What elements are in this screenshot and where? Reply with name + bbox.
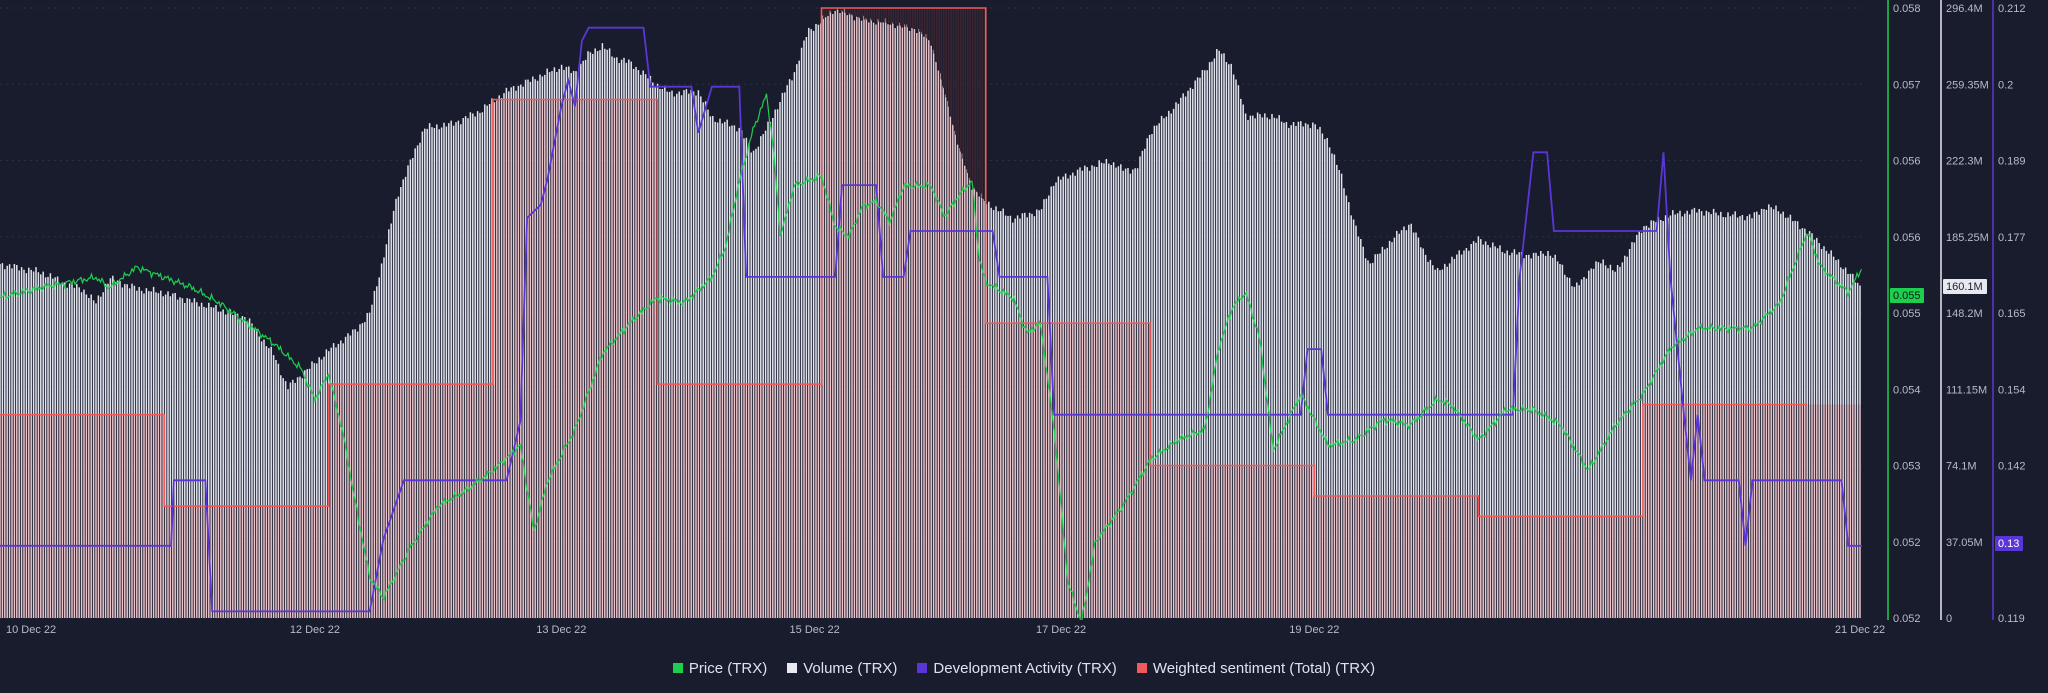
- dev-activity-axis-tick: 0.177: [1998, 232, 2026, 244]
- volume-badge-bg: [1943, 279, 1987, 294]
- price-axis-tick: 0.053: [1893, 461, 1921, 473]
- price-axis-tick: 0.056: [1893, 232, 1921, 244]
- dev-activity-series: [0, 26, 1862, 613]
- x-tick-label: 13 Dec 22: [536, 624, 586, 636]
- legend-item-volume[interactable]: Volume (TRX): [787, 660, 897, 677]
- dev-activity-axis-tick: 0.2: [1998, 79, 2013, 91]
- legend-label-price: Price (TRX): [688, 659, 768, 677]
- price-axis-tick: 0.055: [1893, 308, 1921, 320]
- legend-item-sentiment[interactable]: Weighted sentiment (Total) (TRX): [1136, 659, 1376, 677]
- price-axis-tick: 0.058: [1893, 3, 1921, 15]
- x-axis-ticks: 10 Dec 22 12 Dec 22 13 Dec 22 15 Dec 22 17 D…: [6, 624, 1885, 636]
- sentiment-series: [0, 7, 1808, 518]
- dev-activity-axis-tick: 0.165: [1998, 308, 2026, 320]
- volume-axis-tick: 148.2M: [1946, 308, 1983, 320]
- dev-activity-badge: 0.13: [1998, 538, 2019, 550]
- dev-activity-axis-tick: 0.119: [1998, 613, 2025, 625]
- price-axis-tick: 0.052: [1893, 613, 1921, 625]
- price-axis-tick: 0.057: [1893, 79, 1921, 91]
- volume-axis-tick: 111.15M: [1946, 384, 1987, 396]
- price-series: [0, 93, 1862, 620]
- volume-axis-tick: 222.3M: [1946, 156, 1983, 168]
- volume-badge: 160.1M: [1946, 281, 1983, 293]
- legend-item-price[interactable]: Price (TRX): [672, 659, 768, 677]
- price-badge-bg: [1890, 288, 1924, 303]
- legend-label-dev-activity: Development Activity (TRX): [933, 659, 1117, 677]
- volume-axis-tick: 259.35M: [1946, 79, 1989, 91]
- current-value-badges: 0.055 160.1M 0.13: [1890, 279, 2023, 551]
- dev-activity-badge-bg: [1995, 536, 2023, 551]
- legend-swatch-sentiment: [1136, 663, 1147, 673]
- dev-activity-axis-tick: 0.154: [1998, 384, 2026, 396]
- legend-label-sentiment: Weighted sentiment (Total) (TRX): [1152, 659, 1376, 677]
- legend-swatch-dev-activity: [917, 663, 928, 673]
- volume-area: [0, 8, 1861, 618]
- dev-activity-axis-tick: 0.189: [1998, 156, 2026, 168]
- price-axis-tick: 0.056: [1893, 156, 1921, 168]
- legend-item-dev-activity[interactable]: Development Activity (TRX): [917, 659, 1117, 677]
- x-tick-label: 12 Dec 22: [290, 624, 340, 636]
- price-line: [0, 93, 1862, 620]
- price-badge: 0.055: [1893, 290, 1921, 302]
- legend-swatch-volume: [787, 663, 798, 673]
- volume-axis-tick: 37.05M: [1946, 537, 1983, 549]
- x-tick-label: 21 Dec 22: [1835, 624, 1885, 636]
- price-axis-tick: 0.052: [1893, 537, 1921, 549]
- sentiment-line: [0, 7, 1808, 518]
- chart-plot[interactable]: 0.058 0.057 0.056 0.056 0.055 0.054 0.053 0.052…: [0, 0, 2048, 650]
- x-tick-label: 17 Dec 22: [1036, 624, 1086, 636]
- legend: Price (TRX) Volume (TRX) Development Act…: [0, 656, 2048, 680]
- x-tick-label: 19 Dec 22: [1289, 624, 1339, 636]
- volume-axis-tick: 0: [1946, 613, 1952, 625]
- volume-axis-tick: 185.25M: [1946, 232, 1989, 244]
- dev-activity-axis-tick: 0.142: [1998, 461, 2026, 473]
- dev-activity-axis-tick: 0.212: [1998, 3, 2026, 15]
- price-axis-tick: 0.054: [1893, 384, 1921, 396]
- volume-axis-tick: 74.1M: [1946, 461, 1977, 473]
- legend-swatch-price: [672, 663, 683, 673]
- axes: 0.058 0.057 0.056 0.056 0.055 0.054 0.053 0.052…: [1887, 0, 2026, 625]
- volume-axis-tick: 296.4M: [1946, 3, 1983, 15]
- dev-activity-line: [0, 26, 1862, 613]
- x-tick-label: 10 Dec 22: [6, 624, 56, 636]
- x-tick-label: 15 Dec 22: [790, 624, 840, 636]
- legend-label-volume: Volume (TRX): [803, 659, 898, 677]
